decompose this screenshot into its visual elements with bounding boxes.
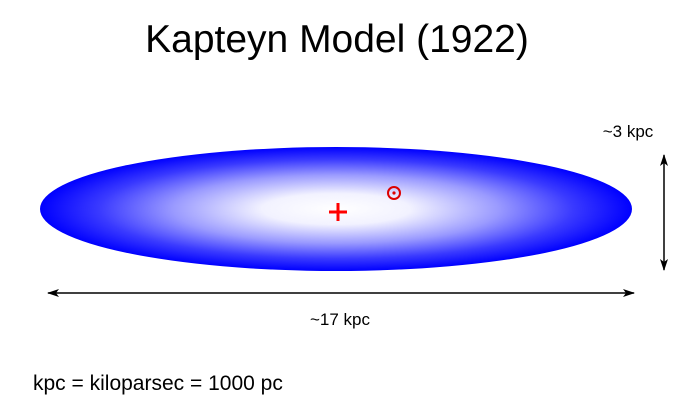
sun-icon — [387, 186, 401, 200]
galaxy-ellipse — [40, 147, 632, 271]
footnote-text: kpc = kiloparsec = 1000 pc — [33, 372, 283, 395]
diameter-label: ~17 kpc — [310, 310, 371, 329]
thickness-label: ~3 kpc — [603, 122, 654, 141]
galactic-center-icon — [329, 203, 347, 221]
diagram-title: Kapteyn Model (1922) — [145, 18, 529, 61]
